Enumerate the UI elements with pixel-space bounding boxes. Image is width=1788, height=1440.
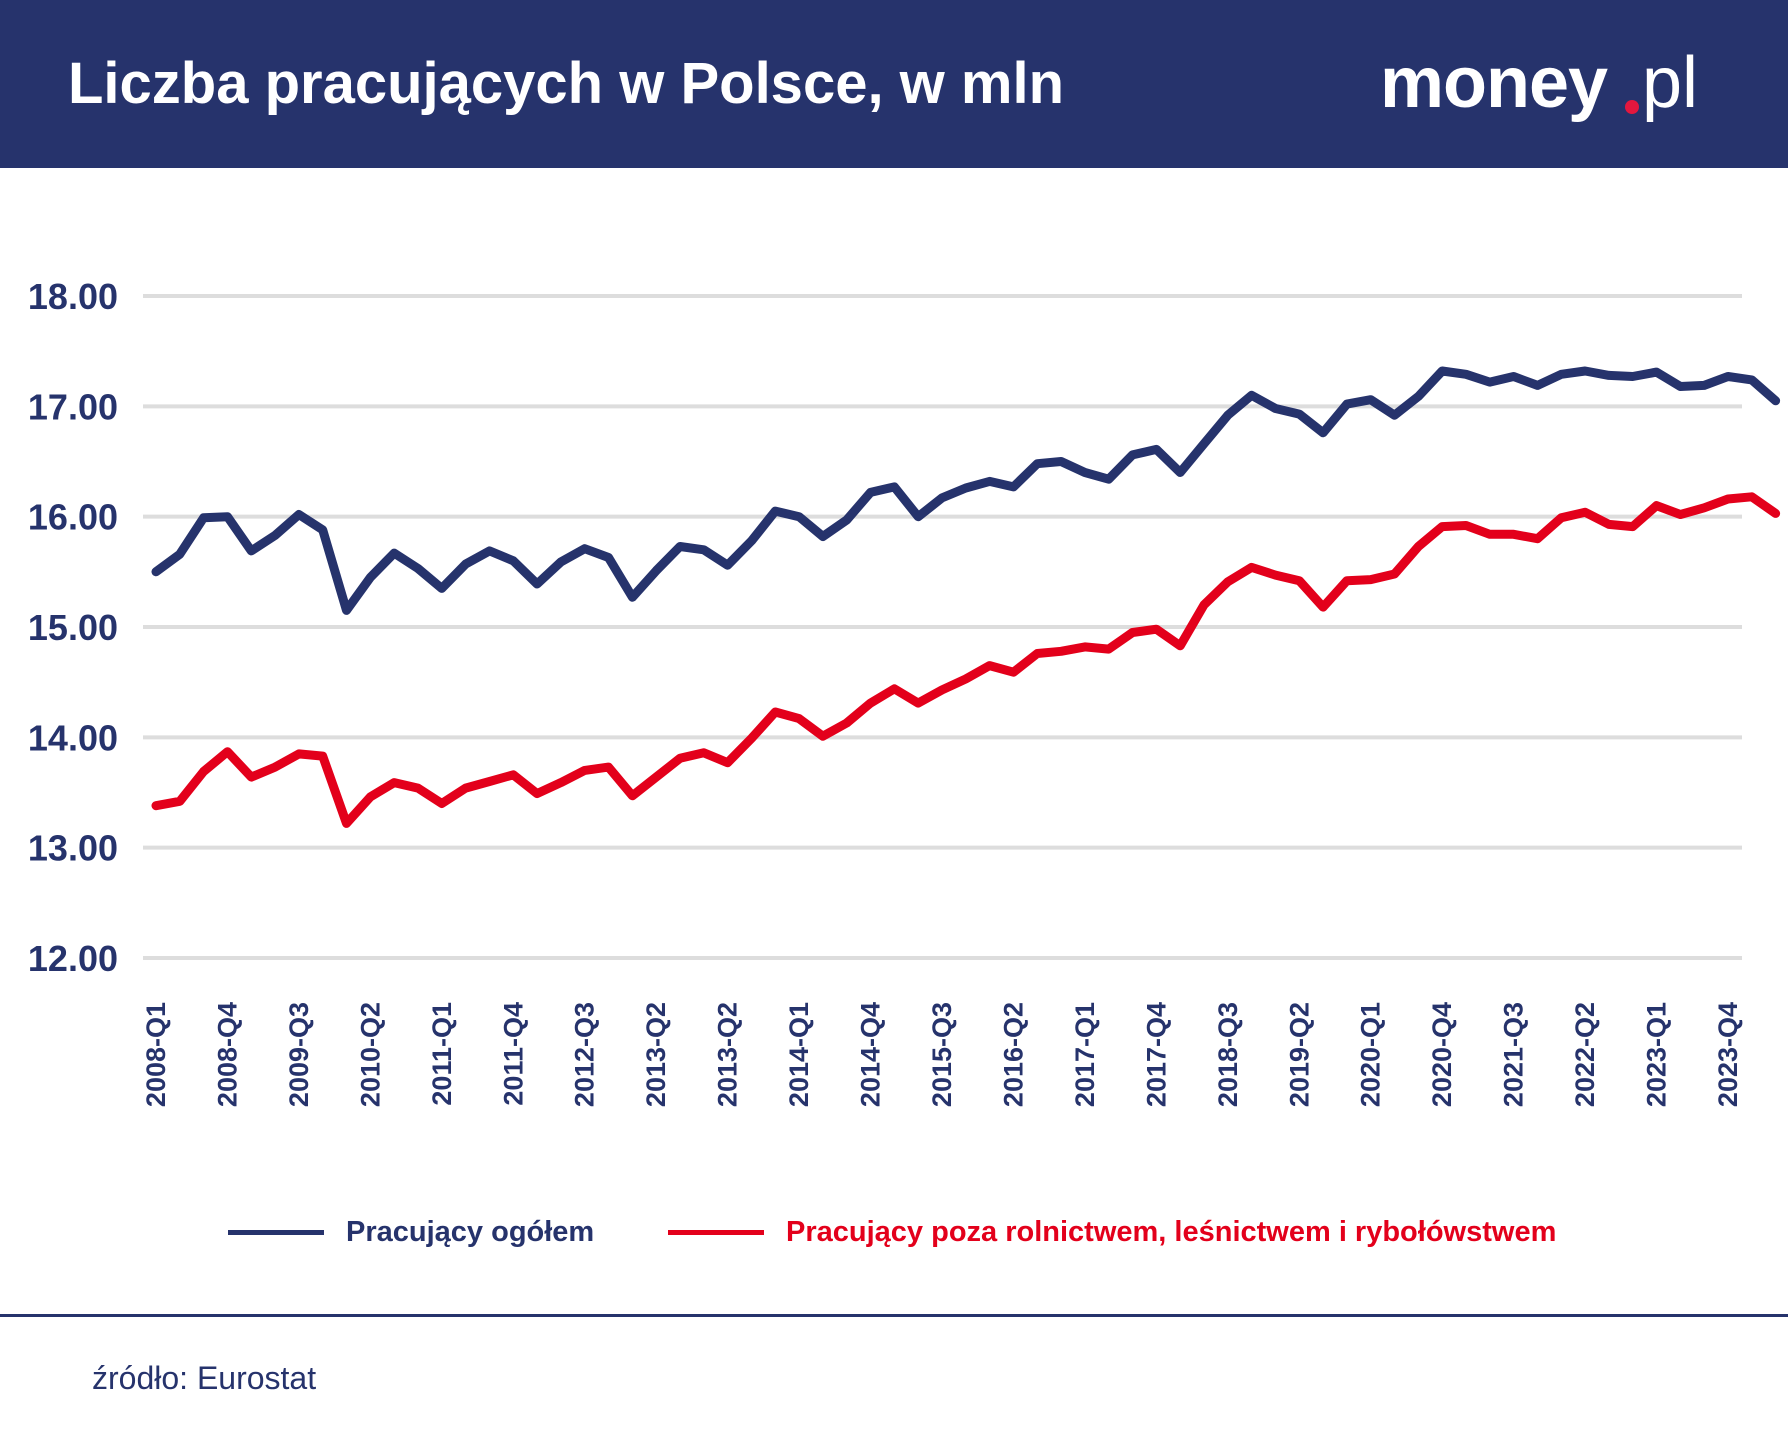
x-tick-label: 2018-Q3 <box>1213 1002 1243 1107</box>
grid-lines <box>143 294 1742 960</box>
x-tick-label: 2017-Q1 <box>1070 1002 1100 1107</box>
legend-swatch-total <box>228 1229 324 1235</box>
x-tick-label: 2013-Q2 <box>641 1002 671 1107</box>
x-tick-label: 2008-Q4 <box>212 1002 242 1107</box>
x-tick-label: 2015-Q3 <box>927 1002 957 1107</box>
header-banner: Liczba pracujących w Polsce, w mln money… <box>0 0 1788 168</box>
x-tick-label: 2023-Q1 <box>1642 1002 1672 1107</box>
y-tick-label: 16.00 <box>28 497 118 538</box>
x-tick-label: 2020-Q4 <box>1427 1002 1457 1107</box>
x-tick-label: 2009-Q3 <box>284 1002 314 1107</box>
chart-title: Liczba pracujących w Polsce, w mln <box>68 51 1065 116</box>
logo-text: money <box>1380 43 1608 123</box>
x-tick-label: 2023-Q4 <box>1713 1002 1743 1107</box>
line-chart: 12.00 13.00 14.00 15.00 16.00 17.00 18.00 2008… <box>28 276 1788 1107</box>
x-tick-label: 2011-Q1 <box>427 1002 457 1106</box>
legend-label-total: Pracujący ogółem <box>346 1215 595 1248</box>
x-axis-ticks: 2008-Q1 2008-Q4 2009-Q3 2010-Q2 2011-Q1 2011-… <box>141 1002 1788 1107</box>
footer-divider <box>0 1314 1788 1317</box>
x-tick-label: 2024-Q3 <box>1784 1002 1788 1107</box>
legend-item-nonagri: Pracujący poza rolnictwem, leśnictwem i … <box>668 1212 1556 1252</box>
y-tick-label: 14.00 <box>28 717 118 758</box>
x-tick-label: 2008-Q1 <box>141 1002 171 1107</box>
logo-suffix: pl <box>1642 43 1699 123</box>
money-pl-logo: money pl <box>1380 42 1720 142</box>
x-tick-label: 2010-Q2 <box>355 1002 385 1107</box>
y-tick-label: 17.00 <box>28 386 118 427</box>
x-tick-label: 2020-Q1 <box>1356 1002 1386 1107</box>
legend-swatch-nonagri <box>668 1229 764 1235</box>
series-line-nonagri <box>151 492 1781 828</box>
series-line-total <box>151 366 1781 615</box>
y-tick-label: 15.00 <box>28 607 118 648</box>
x-tick-label: 2014-Q1 <box>784 1002 814 1107</box>
x-tick-label: 2014-Q4 <box>856 1002 886 1107</box>
y-axis-ticks: 12.00 13.00 14.00 15.00 16.00 17.00 18.00 <box>28 276 118 979</box>
series-lines <box>151 366 1781 828</box>
y-tick-label: 13.00 <box>28 828 118 869</box>
x-tick-label: 2012-Q3 <box>570 1002 600 1107</box>
x-tick-label: 2022-Q2 <box>1570 1002 1600 1107</box>
x-tick-label: 2011-Q4 <box>498 1002 528 1106</box>
source-note: źródło: Eurostat <box>92 1360 317 1396</box>
logo-dot-icon <box>1625 100 1639 114</box>
y-tick-label: 12.00 <box>28 938 118 979</box>
x-tick-label: 2013-Q2 <box>713 1002 743 1107</box>
legend-label-nonagri: Pracujący poza rolnictwem, leśnictwem i … <box>786 1215 1557 1248</box>
x-tick-label: 2017-Q4 <box>1141 1002 1171 1107</box>
x-tick-label: 2021-Q3 <box>1499 1002 1529 1107</box>
y-tick-label: 18.00 <box>28 276 118 317</box>
legend-item-total: Pracujący ogółem <box>228 1212 594 1252</box>
x-tick-label: 2019-Q2 <box>1284 1002 1314 1107</box>
x-tick-label: 2016-Q2 <box>998 1002 1028 1107</box>
